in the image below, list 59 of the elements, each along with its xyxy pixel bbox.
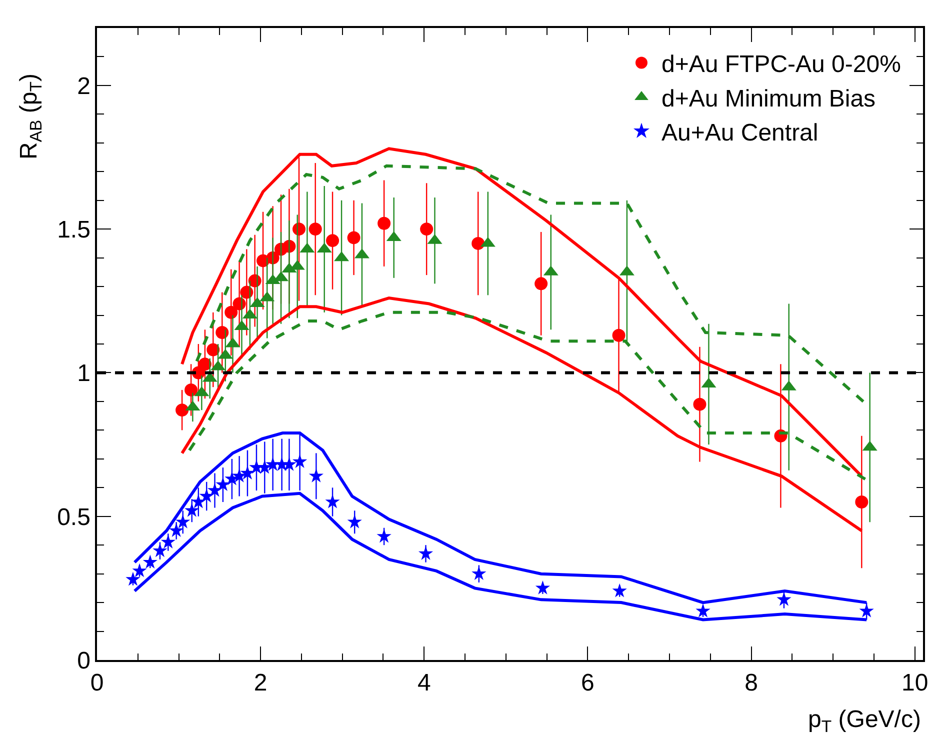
point bbox=[418, 546, 434, 560]
point bbox=[216, 477, 230, 491]
point bbox=[176, 514, 190, 528]
point bbox=[308, 468, 324, 482]
point bbox=[176, 404, 189, 417]
x-tick-label: 2 bbox=[254, 670, 268, 697]
point bbox=[376, 528, 392, 543]
point bbox=[612, 328, 626, 342]
x-tick-label: 6 bbox=[581, 670, 594, 697]
point bbox=[472, 566, 486, 580]
point bbox=[855, 496, 868, 508]
y-tick-label: 0.5 bbox=[57, 504, 90, 531]
point bbox=[292, 222, 306, 236]
point bbox=[257, 460, 272, 474]
point bbox=[347, 514, 362, 528]
point bbox=[198, 358, 212, 371]
point bbox=[776, 592, 792, 606]
point bbox=[126, 572, 140, 586]
point bbox=[535, 580, 550, 594]
point bbox=[696, 603, 710, 618]
y-tick-label: 0 bbox=[77, 647, 90, 674]
point bbox=[169, 523, 184, 537]
point bbox=[292, 454, 308, 468]
legend-label: d+Au Minimum Bias bbox=[661, 85, 876, 112]
point bbox=[420, 222, 434, 236]
point bbox=[160, 534, 176, 548]
point bbox=[325, 494, 340, 508]
legend-label: Au+Au Central bbox=[661, 120, 818, 146]
point bbox=[232, 468, 247, 482]
y-tick-label: 2 bbox=[77, 72, 90, 100]
point bbox=[534, 277, 548, 290]
point bbox=[207, 482, 222, 497]
x-tick-label: 8 bbox=[744, 670, 758, 697]
point bbox=[308, 222, 322, 236]
point bbox=[184, 383, 198, 396]
x-axis-title: p$_{T}$ (GeV/c) bbox=[808, 706, 921, 736]
point bbox=[199, 488, 214, 502]
point bbox=[693, 398, 706, 411]
legend-label: d+Au FTPC-Au 0-20% bbox=[661, 51, 901, 78]
point bbox=[347, 231, 360, 244]
point bbox=[472, 236, 485, 250]
point bbox=[326, 234, 340, 248]
point bbox=[142, 554, 158, 569]
point bbox=[206, 343, 220, 356]
point bbox=[184, 502, 200, 517]
y-tick-label: 1 bbox=[77, 360, 90, 388]
point bbox=[240, 466, 255, 480]
point bbox=[152, 543, 168, 558]
point bbox=[224, 306, 238, 319]
point bbox=[282, 456, 297, 471]
x-tick-label: 10 bbox=[901, 670, 928, 697]
point bbox=[191, 494, 206, 508]
point bbox=[612, 583, 627, 598]
point bbox=[378, 216, 391, 230]
point bbox=[132, 563, 147, 578]
y-tick-label: 1.5 bbox=[57, 216, 90, 244]
point bbox=[859, 603, 874, 618]
point bbox=[216, 326, 229, 340]
x-tick-label: 4 bbox=[417, 670, 431, 697]
